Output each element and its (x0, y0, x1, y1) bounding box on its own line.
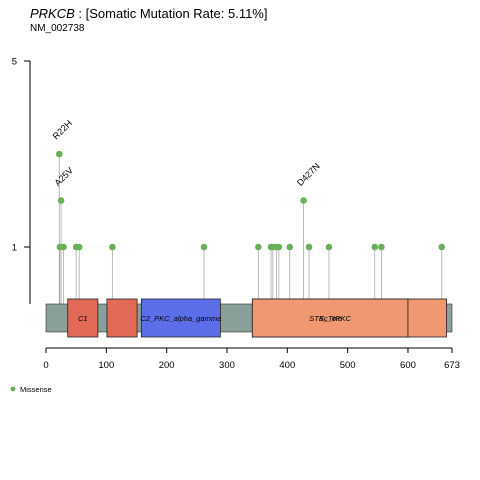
chart-title: PRKCB : [Somatic Mutation Rate: 5.11%] (30, 6, 267, 21)
x-tick-label: 400 (279, 360, 295, 371)
domain-stkc-cpkc (407, 298, 447, 338)
mutation-label: R22H (51, 118, 74, 141)
missense-point (325, 243, 333, 251)
missense-point (300, 197, 307, 204)
domain-label: C1 (78, 314, 88, 323)
y-tick-label: 1 (12, 243, 17, 254)
legend-missense-swatch (10, 386, 16, 392)
missense-point (275, 243, 283, 251)
missense-point (286, 243, 294, 251)
legend-label: Missense (20, 385, 52, 394)
mutation-label: D427N (295, 161, 322, 188)
lollipop-stems (58, 154, 443, 304)
x-tick-label: 200 (159, 360, 175, 371)
missense-point (438, 243, 446, 251)
x-tick-label: 673 (444, 360, 460, 371)
x-tick-label: 300 (219, 360, 235, 371)
domain-label: C2_PKC_alpha_gamma (140, 314, 221, 323)
domain-c2-pkc-alpha-gamma (140, 298, 221, 338)
x-axis: 0 100 200 300 400 500 600 673 (43, 347, 460, 371)
missense-point (255, 243, 262, 251)
x-tick-label: 600 (400, 360, 416, 371)
x-tick-label: 0 (43, 360, 48, 371)
x-tick-label: 500 (340, 360, 356, 371)
legend: Missense (10, 385, 52, 394)
domain-c1 (67, 298, 99, 338)
missense-point (305, 243, 313, 251)
gene-name: PRKCB (30, 6, 75, 21)
missense-point (200, 243, 208, 251)
missense-point (371, 243, 379, 251)
domain-c1 (106, 298, 138, 338)
mutation-rate: : [Somatic Mutation Rate: 5.11%] (75, 6, 268, 21)
domain-label: S_TKc (319, 314, 342, 323)
missense-point (109, 243, 116, 251)
mutation-points (55, 150, 446, 251)
transcript-id: NM_002738 (30, 23, 85, 34)
missense-point (57, 197, 65, 204)
y-axis: 15 (12, 57, 31, 304)
mutation-label: A25V (52, 165, 75, 188)
x-tick-label: 100 (98, 360, 114, 371)
missense-point (60, 243, 67, 251)
domain-label: STKc_cPKC (309, 314, 351, 323)
domain-stkc-cpkc (251, 298, 409, 338)
y-tick-label: 5 (12, 57, 17, 68)
mutation-labels: R22H A25V D427N (51, 118, 322, 188)
missense-point (75, 243, 83, 251)
missense-point (55, 150, 63, 158)
missense-point (378, 243, 385, 251)
